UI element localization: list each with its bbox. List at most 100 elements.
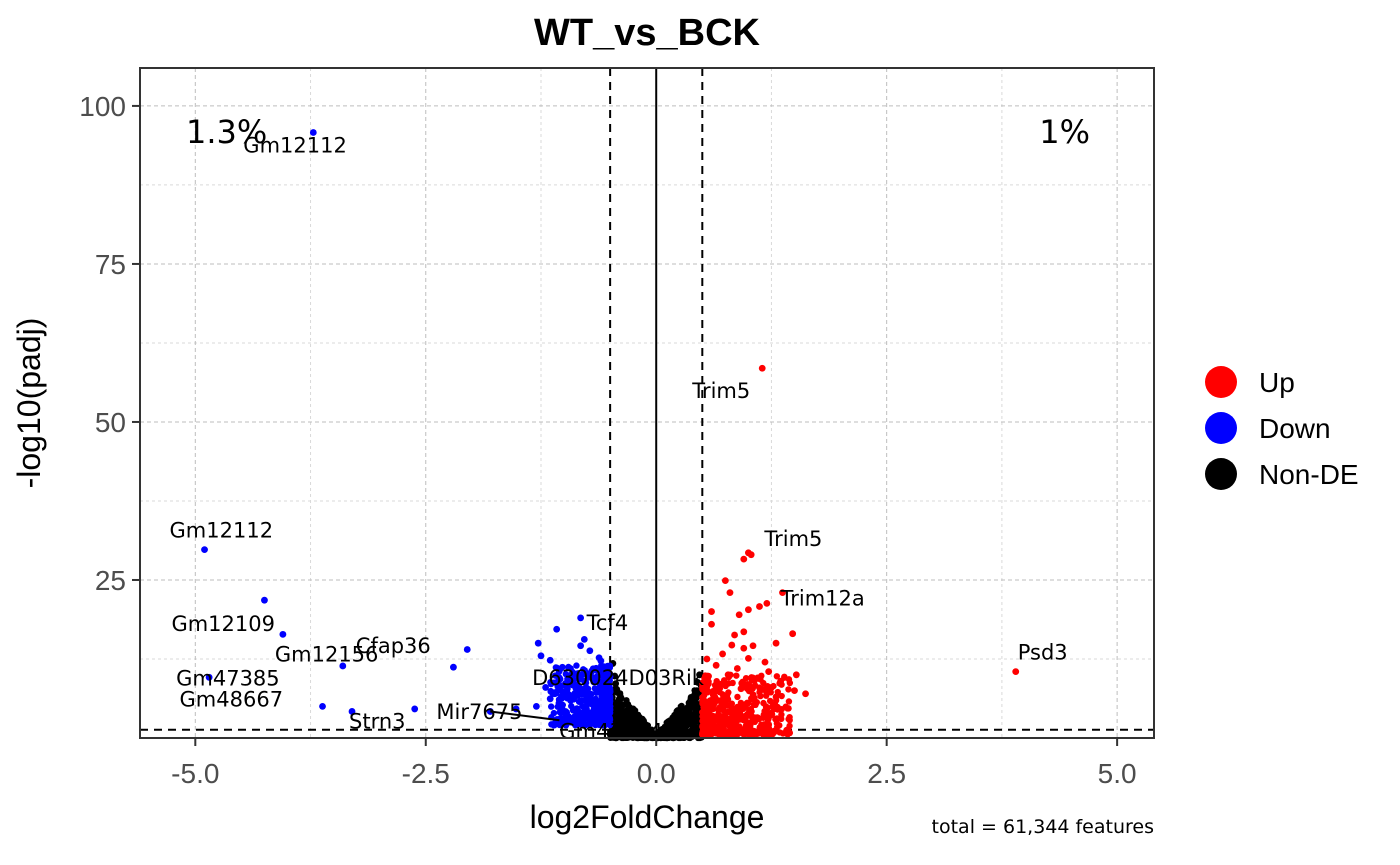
down-point: [570, 671, 578, 678]
legend-label: Up: [1259, 367, 1295, 398]
up-point: [785, 686, 792, 693]
up-point: [789, 630, 797, 638]
up-point: [712, 661, 720, 669]
down-point: [550, 709, 558, 717]
up-point: [776, 680, 783, 687]
down-point: [319, 702, 326, 710]
gene-label: Gm47385: [176, 666, 280, 690]
up-point: [751, 716, 758, 723]
up-point: [756, 603, 763, 610]
up-point: [740, 644, 748, 652]
x-tick-label: 2.5: [867, 758, 906, 789]
gene-label: Gm48667: [180, 687, 284, 711]
down-point: [554, 703, 561, 710]
up-point: [763, 731, 770, 738]
down-point: [606, 698, 613, 706]
down-point: [606, 719, 613, 727]
up-point: [727, 731, 735, 738]
down-point: [584, 685, 592, 693]
up-point: [712, 715, 719, 722]
down-point: [583, 705, 590, 713]
up-point: [736, 723, 743, 730]
y-tick-label: 50: [95, 407, 126, 438]
up-point: [753, 699, 761, 706]
down-point: [348, 708, 356, 715]
up-point: [720, 678, 727, 686]
down-point: [279, 630, 287, 638]
up-point: [763, 599, 771, 607]
up-point: [700, 698, 707, 705]
up-point: [699, 683, 706, 690]
down-point: [590, 719, 597, 727]
up-point: [785, 676, 793, 683]
down-point: [575, 698, 583, 705]
up-point: [1012, 668, 1020, 676]
features-caption: total = 61,344 features: [932, 816, 1154, 838]
down-point: [547, 680, 555, 688]
up-point: [773, 723, 781, 731]
down-point: [552, 664, 560, 671]
gene-label: Trim12a: [780, 587, 865, 611]
down-point: [339, 662, 347, 670]
down-point: [606, 677, 613, 684]
non-de-point: [692, 723, 700, 731]
legend-key-down: [1205, 412, 1237, 444]
data-points: [201, 129, 1020, 742]
percent-up-label: 1%: [1039, 113, 1090, 151]
down-point: [600, 678, 607, 686]
up-point: [700, 717, 707, 724]
down-point: [565, 664, 572, 671]
down-point: [606, 688, 614, 695]
down-point: [556, 721, 563, 729]
non-de-point: [635, 724, 643, 731]
non-de-point: [643, 725, 650, 732]
up-point: [758, 364, 766, 372]
down-point: [596, 687, 603, 694]
non-de-point: [658, 727, 666, 735]
gene-label: D630024D03Rik: [532, 666, 705, 690]
gene-labels: Gm12112 Trim5 Gm12112 Gm12109Gm12156Gm47385…: [170, 133, 1068, 743]
up-point: [745, 654, 752, 662]
up-point: [749, 674, 757, 681]
y-tick-label: 75: [95, 249, 126, 280]
up-point: [761, 658, 769, 666]
up-point: [776, 729, 783, 736]
non-de-point: [691, 687, 698, 694]
label-connectors: [490, 710, 560, 722]
non-de-point: [616, 717, 623, 725]
gene-label: Gm12156: [275, 642, 379, 666]
gene-label: Gm12109: [171, 612, 275, 636]
non-de-point: [609, 731, 616, 738]
up-point: [774, 688, 781, 696]
down-point: [564, 713, 572, 721]
up-point: [745, 721, 753, 728]
down-point: [205, 673, 213, 681]
down-point: [593, 667, 600, 674]
up-point: [791, 687, 798, 694]
up-point: [802, 690, 809, 698]
up-point: [721, 577, 729, 585]
up-point: [711, 681, 719, 689]
non-de-point: [629, 707, 636, 714]
grid: [140, 68, 1154, 738]
up-point: [745, 687, 753, 695]
down-point: [581, 679, 589, 686]
up-point: [728, 722, 736, 730]
y-tick-label: 100: [79, 91, 126, 122]
up-point: [741, 716, 748, 724]
up-point: [785, 725, 792, 733]
non-de-point: [671, 711, 678, 719]
down-point: [566, 691, 573, 698]
up-point: [778, 706, 785, 713]
up-point: [734, 693, 741, 701]
up-point: [765, 668, 773, 676]
up-point: [749, 642, 757, 650]
up-point: [718, 696, 726, 704]
up-point: [785, 698, 793, 705]
up-point: [770, 682, 777, 690]
up-point: [772, 639, 780, 647]
up-point: [778, 711, 785, 718]
non-de-point: [687, 696, 694, 704]
up-point: [760, 714, 767, 721]
up-point: [710, 705, 717, 713]
